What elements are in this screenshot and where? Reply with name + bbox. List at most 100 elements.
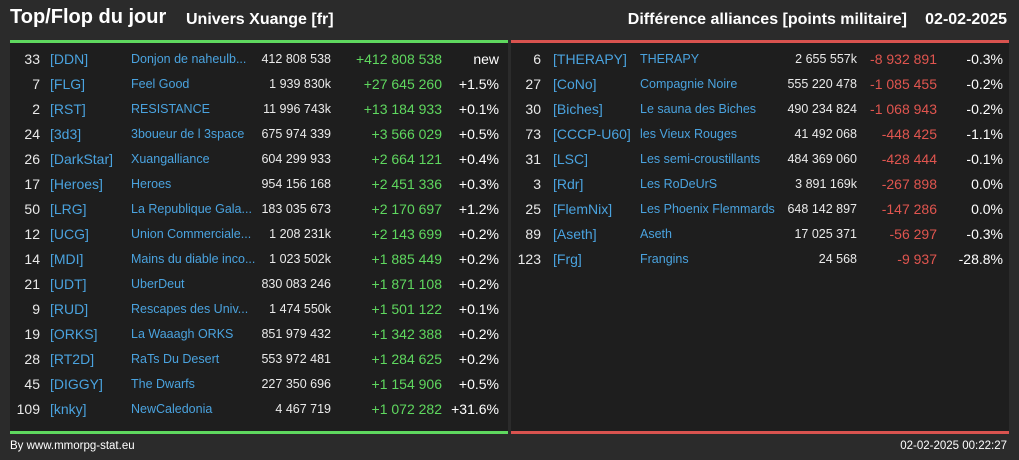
alliance-tag-link[interactable]: [DarkStar] xyxy=(50,151,114,167)
alliance-name-link[interactable]: Xuangalliance xyxy=(131,152,210,166)
alliance-points: 648 142 897 xyxy=(787,202,857,216)
alliance-tag-link[interactable]: [Rdr] xyxy=(553,176,584,192)
table-row: 31 [LSC] Les semi-croustillants 484 369 060… xyxy=(511,148,1009,173)
alliance-name-link[interactable]: Les Phoenix Flemmards xyxy=(640,202,775,216)
points-change: -448 425 xyxy=(881,126,937,142)
alliance-tag-link[interactable]: [MDI] xyxy=(50,251,84,267)
alliance-name-link[interactable]: Donjon de naheulb... xyxy=(131,52,247,66)
percent-change: -0.3% xyxy=(966,226,1003,242)
alliance-rank: 6 xyxy=(533,51,541,67)
source-credit: By www.mmorpg-stat.eu xyxy=(10,440,135,452)
alliance-tag-link[interactable]: [3d3] xyxy=(50,126,82,142)
alliance-rank: 73 xyxy=(525,126,541,142)
table-row: 123 [Frg] Frangins 24 568 -9 937 -28.8% xyxy=(511,248,1009,273)
alliance-rank: 12 xyxy=(24,226,40,242)
alliance-name-link[interactable]: Compagnie Noire xyxy=(640,77,738,91)
points-change: +3 566 029 xyxy=(371,126,442,142)
alliance-tag-link[interactable]: [Heroes] xyxy=(50,176,103,192)
alliance-name-link[interactable]: Aseth xyxy=(640,227,672,241)
percent-change: +0.3% xyxy=(458,176,499,192)
alliance-name-link[interactable]: Feel Good xyxy=(131,77,190,91)
alliance-name-link[interactable]: Heroes xyxy=(131,177,172,191)
table-row: 9 [RUD] Rescapes des Univ... 1 474 550k +1 5… xyxy=(10,298,508,323)
alliance-points: 412 808 538 xyxy=(261,52,331,66)
alliance-name-link[interactable]: Les RoDeUrS xyxy=(640,177,718,191)
alliance-name-link[interactable]: La Waaagh ORKS xyxy=(131,327,234,341)
alliance-tag-link[interactable]: [Frg] xyxy=(553,251,582,267)
alliance-tag-link[interactable]: [UCG] xyxy=(50,226,89,242)
alliance-tag-link[interactable]: [DDN] xyxy=(50,51,89,67)
alliance-name-link[interactable]: Union Commerciale... xyxy=(131,227,252,241)
alliance-tag-link[interactable]: [Biches] xyxy=(553,101,603,117)
points-change: -1 068 943 xyxy=(870,101,937,117)
alliance-points: 1 939 830k xyxy=(269,77,331,91)
table-row: 2 [RST] RESISTANCE 11 996 743k +13 184 933 +0… xyxy=(10,98,508,123)
table-row: 26 [DarkStar] Xuangalliance 604 299 933 +2 6… xyxy=(10,148,508,173)
alliance-tag-link[interactable]: [Aseth] xyxy=(553,226,597,242)
points-change: +1 871 108 xyxy=(371,276,442,292)
alliance-tag-link[interactable]: [RT2D] xyxy=(50,351,95,367)
alliance-points: 851 979 432 xyxy=(261,327,331,341)
alliance-tag-link[interactable]: [THERAPY] xyxy=(553,51,627,67)
alliance-rank: 17 xyxy=(24,176,40,192)
alliance-name-link[interactable]: 3boueur de l 3space xyxy=(131,127,245,141)
alliance-tag-link[interactable]: [LRG] xyxy=(50,201,87,217)
points-change: +1 885 449 xyxy=(371,251,442,267)
points-change: -147 286 xyxy=(881,201,937,217)
table-row: 33 [DDN] Donjon de naheulb... 412 808 538 +4… xyxy=(10,48,508,73)
alliance-name-link[interactable]: THERAPY xyxy=(640,52,700,66)
alliance-tag-link[interactable]: [RST] xyxy=(50,101,86,117)
alliance-tag-link[interactable]: [FLG] xyxy=(50,76,86,92)
percent-change: +1.5% xyxy=(458,76,499,92)
alliance-points: 2 655 557k xyxy=(795,52,857,66)
alliance-name-link[interactable]: NewCaledonia xyxy=(131,402,213,416)
alliance-tag-link[interactable]: [CCCP-U60] xyxy=(553,126,631,142)
table-row: 25 [FlemNix] Les Phoenix Flemmards 648 142 … xyxy=(511,198,1009,223)
alliance-name-link[interactable]: Le sauna des Biches xyxy=(640,102,757,116)
alliance-name-link[interactable]: UberDeut xyxy=(131,277,185,291)
percent-change: +0.1% xyxy=(458,301,499,317)
alliance-points: 227 350 696 xyxy=(261,377,331,391)
alliance-tag-link[interactable]: [CoNo] xyxy=(553,76,597,92)
alliance-rank: 123 xyxy=(517,251,541,267)
footer-timestamp: 02-02-2025 00:22:27 xyxy=(900,440,1007,452)
alliance-name-link[interactable]: Rescapes des Univ... xyxy=(131,302,249,316)
alliance-points: 1 208 231k xyxy=(269,227,331,241)
alliance-tag-link[interactable]: [ORKS] xyxy=(50,326,98,342)
alliance-rank: 50 xyxy=(24,201,40,217)
table-row: 6 [THERAPY] THERAPY 2 655 557k -8 932 891 -0.… xyxy=(511,48,1009,73)
percent-change: +31.6% xyxy=(451,401,499,417)
table-row: 109 [knky] NewCaledonia 4 467 719 +1 072 282… xyxy=(10,398,508,423)
alliance-rank: 19 xyxy=(24,326,40,342)
points-change: -56 297 xyxy=(889,226,937,242)
alliance-name-link[interactable]: RESISTANCE xyxy=(131,102,210,116)
alliance-name-link[interactable]: Mains du diable inco... xyxy=(131,252,256,266)
alliance-tag-link[interactable]: [LSC] xyxy=(553,151,589,167)
alliance-tag-link[interactable]: [RUD] xyxy=(50,301,89,317)
alliance-name-link[interactable]: The Dwarfs xyxy=(131,377,195,391)
alliance-name-link[interactable]: Les semi-croustillants xyxy=(640,152,761,166)
percent-change: +0.2% xyxy=(458,326,499,342)
alliance-tag-link[interactable]: [FlemNix] xyxy=(553,201,613,217)
alliance-name-link[interactable]: les Vieux Rouges xyxy=(640,127,738,141)
percent-change: +0.2% xyxy=(458,276,499,292)
alliance-points: 183 035 673 xyxy=(261,202,331,216)
alliance-tag-link[interactable]: [UDT] xyxy=(50,276,87,292)
percent-change: +0.5% xyxy=(458,126,499,142)
alliance-points: 11 996 743k xyxy=(263,102,331,116)
alliance-name-link[interactable]: RaTs Du Desert xyxy=(131,352,220,366)
table-row: 21 [UDT] UberDeut 830 083 246 +1 871 108 +0.2… xyxy=(10,273,508,298)
points-change: +1 284 625 xyxy=(371,351,442,367)
points-change: -8 932 891 xyxy=(870,51,937,67)
table-row: 17 [Heroes] Heroes 954 156 168 +2 451 336 +0.… xyxy=(10,173,508,198)
alliance-tag-link[interactable]: [knky] xyxy=(50,401,87,417)
alliance-rank: 14 xyxy=(24,251,40,267)
alliance-rank: 9 xyxy=(32,301,40,317)
alliance-points: 490 234 824 xyxy=(787,102,857,116)
alliance-name-link[interactable]: La Republique Gala... xyxy=(131,202,252,216)
alliance-points: 604 299 933 xyxy=(261,152,331,166)
alliance-name-link[interactable]: Frangins xyxy=(640,252,689,266)
alliance-tag-link[interactable]: [DIGGY] xyxy=(50,376,103,392)
report-date: 02-02-2025 xyxy=(925,11,1007,28)
